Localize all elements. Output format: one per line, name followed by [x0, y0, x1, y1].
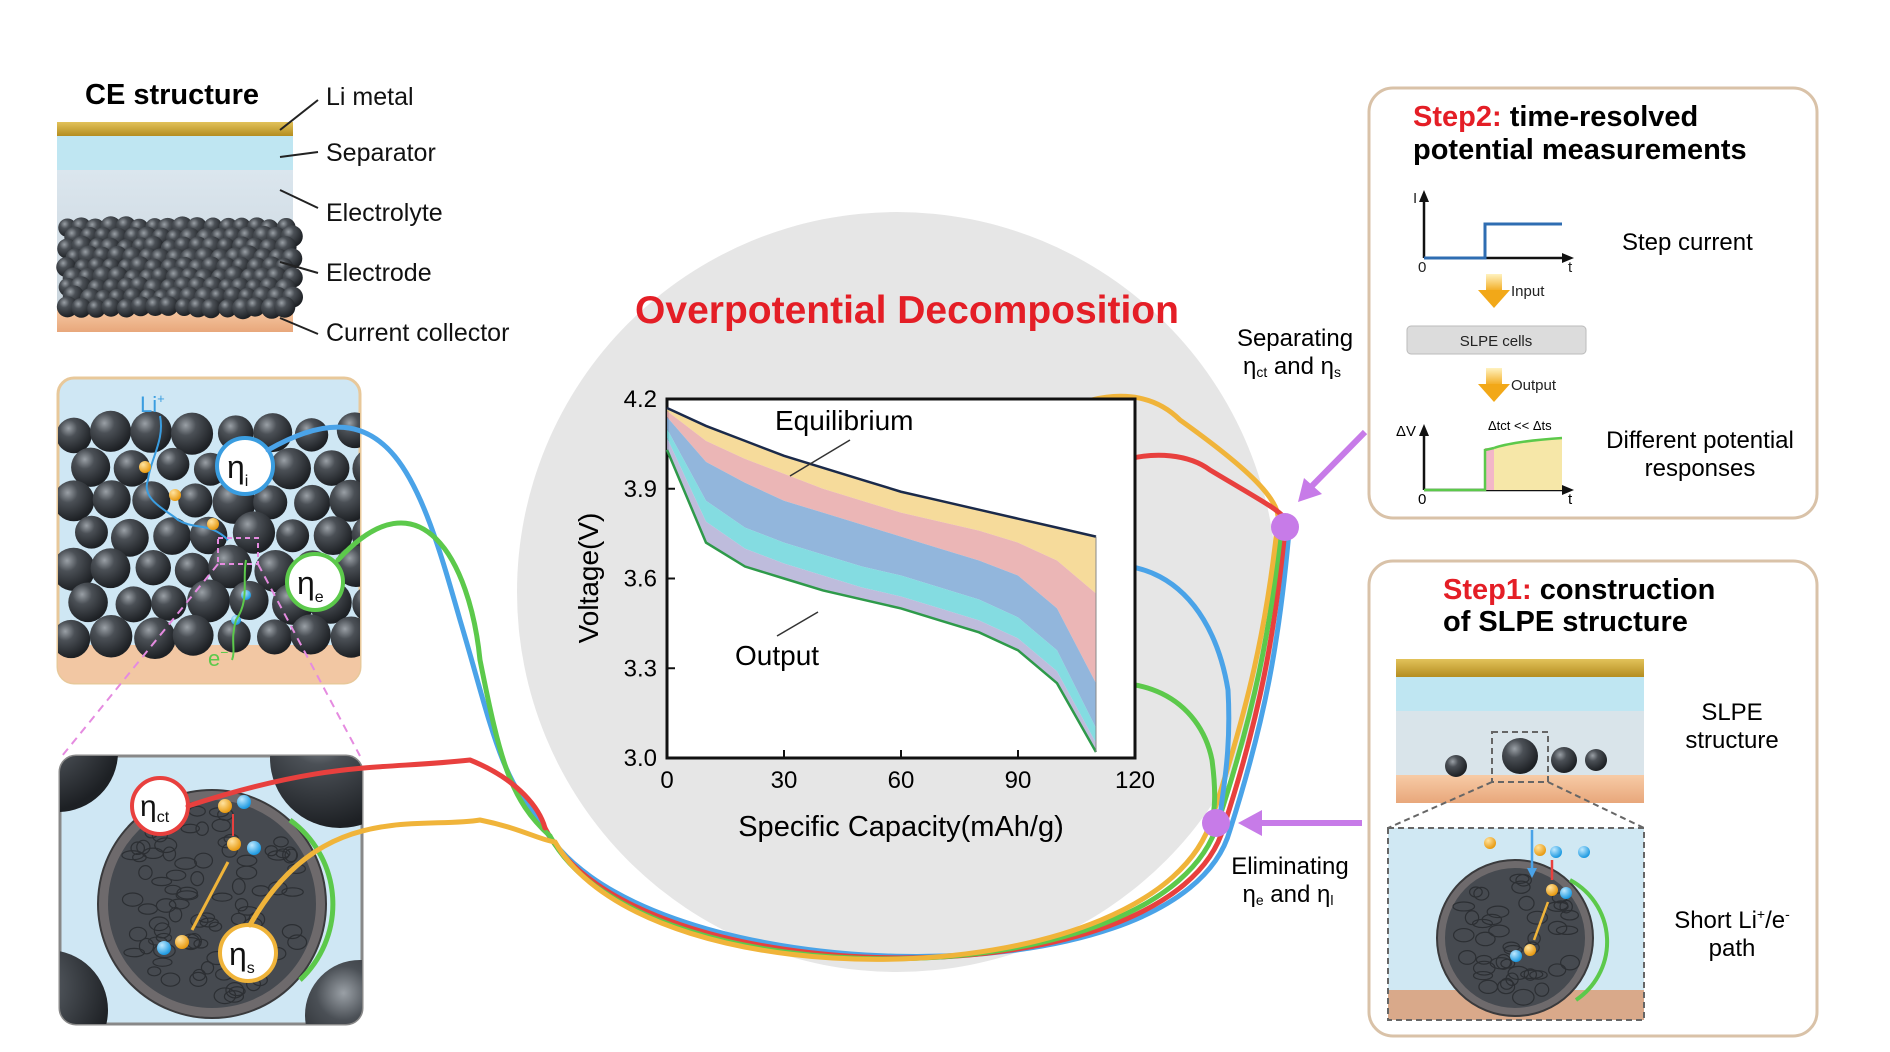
- slpe-structure-label: SLPE: [1701, 699, 1762, 726]
- e-minus-label: e−: [208, 644, 228, 671]
- svg-text:Input: Input: [1511, 283, 1545, 300]
- slpe-cells-box: [1406, 325, 1587, 355]
- svg-text:ΔV: ΔV: [1396, 423, 1416, 440]
- x-tick-label: 30: [771, 767, 798, 794]
- separator-layer: [57, 136, 293, 170]
- svg-text:0: 0: [1418, 259, 1426, 276]
- label-current-collector: Current collector: [326, 319, 509, 347]
- step2-title: Step2: time-resolved: [1413, 101, 1698, 133]
- step-current-label: Step current: [1622, 229, 1753, 256]
- separating-node: [1271, 513, 1299, 541]
- band-0: [667, 407, 1096, 594]
- y-axis-label: Voltage(V): [573, 513, 604, 644]
- ce-structure: CE structure Li metal Separator Electrol…: [56, 79, 509, 347]
- ce-structure-title: CE structure: [85, 79, 259, 111]
- svg-text:ηct: ηct: [140, 790, 170, 826]
- band-3: [667, 428, 1096, 744]
- short-path-label: Short Li+/e-: [1674, 906, 1790, 934]
- annotation-equilibrium: Equilibrium: [775, 405, 914, 436]
- label-separator: Separator: [326, 139, 436, 167]
- voltage-chart: 0 30 60 90 120 3.0 3.3 3.6 3.9 4.2 Specific Capac…: [573, 386, 1155, 843]
- x-axis-label: Specific Capacity(mAh/g): [738, 811, 1064, 843]
- x-tick-label: 0: [660, 767, 673, 794]
- output-line: [665, 449, 1098, 753]
- svg-text:Δtct << Δts: Δtct << Δts: [1488, 418, 1552, 433]
- different-responses-label: Different potential: [1606, 427, 1794, 454]
- particle-zoom-panel: ηct ηs: [58, 754, 364, 1026]
- eliminating-node: [1202, 809, 1230, 837]
- y-tick-label: 3.3: [624, 655, 657, 682]
- x-tick-label: 60: [888, 767, 915, 794]
- band-1: [667, 410, 1096, 684]
- y-tick-label: 3.6: [624, 566, 657, 593]
- equilibrium-line: [666, 406, 1097, 538]
- step1-panel: Step1: construction of SLPE structure SL…: [1367, 559, 1819, 1038]
- svg-text:t: t: [1568, 491, 1573, 508]
- electrode-particles-zoom: [58, 410, 360, 660]
- chart-title: Overpotential Decomposition: [635, 289, 1179, 332]
- svg-text:ηi: ηi: [227, 449, 248, 490]
- annotation-output: Output: [735, 640, 819, 671]
- svg-text:path: path: [1709, 935, 1756, 962]
- step1-title-line2: of SLPE structure: [1443, 606, 1688, 638]
- separating-label-etas: ηct and ηs: [1243, 353, 1341, 380]
- x-tick-label: 90: [1005, 767, 1032, 794]
- label-li-metal: Li metal: [326, 83, 414, 111]
- step2-title-line2: potential measurements: [1413, 134, 1747, 166]
- x-tick-label: 120: [1115, 767, 1155, 794]
- y-tick-label: 3.0: [624, 745, 657, 772]
- li-plus-label: Li+: [140, 391, 165, 417]
- eta-e-badge: [285, 552, 345, 612]
- electrode-zoom-panel: Li+ e− ηi ηe: [56, 376, 362, 685]
- eliminating-label-etas: ηe and ηl: [1242, 881, 1333, 908]
- eta-l-badge: [215, 436, 275, 496]
- label-electrolyte: Electrolyte: [326, 199, 443, 227]
- svg-text:SLPE cells: SLPE cells: [1460, 333, 1533, 350]
- y-tick-label: 3.9: [624, 476, 657, 503]
- eliminating-label: Eliminating: [1231, 853, 1348, 880]
- step2-panel: Step2: time-resolved potential measureme…: [1367, 86, 1819, 520]
- svg-text:Output: Output: [1511, 377, 1557, 394]
- svg-text:I: I: [1413, 190, 1417, 207]
- svg-text:structure: structure: [1685, 727, 1778, 754]
- electrode-particles: [56, 216, 303, 320]
- li-metal-layer: [57, 122, 293, 136]
- svg-text:t: t: [1568, 259, 1573, 276]
- svg-text:0: 0: [1418, 491, 1426, 508]
- label-electrode: Electrode: [326, 259, 432, 287]
- separating-label: Separating: [1237, 325, 1353, 352]
- svg-text:responses: responses: [1645, 455, 1756, 482]
- step1-title: Step1: construction: [1443, 574, 1715, 606]
- band-4: [667, 437, 1096, 753]
- svg-text:ηs: ηs: [229, 936, 255, 977]
- svg-text:ηe: ηe: [297, 565, 324, 606]
- y-tick-label: 4.2: [624, 386, 657, 413]
